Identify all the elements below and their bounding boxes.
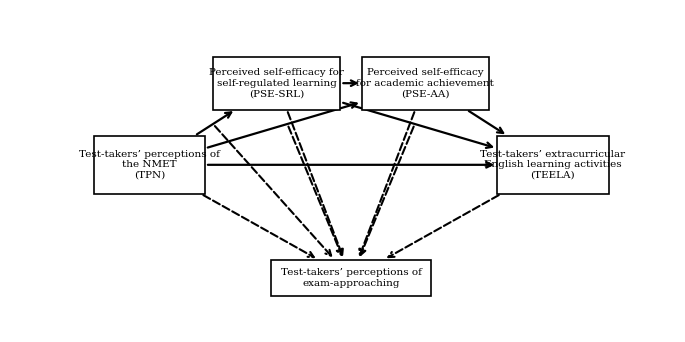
FancyBboxPatch shape: [213, 57, 340, 109]
FancyBboxPatch shape: [362, 57, 489, 109]
Text: Perceived self-efficacy
for academic achievement
(PSE-AA): Perceived self-efficacy for academic ach…: [356, 68, 495, 98]
FancyBboxPatch shape: [497, 136, 608, 194]
FancyBboxPatch shape: [271, 260, 431, 297]
Text: Perceived self-efficacy for
self-regulated learning
(PSE-SRL): Perceived self-efficacy for self-regulat…: [210, 68, 344, 98]
Text: Test-takers’ extracurricular
English learning activities
(TEELA): Test-takers’ extracurricular English lea…: [480, 150, 625, 180]
Text: Test-takers’ perceptions of
the NMET
(TPN): Test-takers’ perceptions of the NMET (TP…: [79, 150, 220, 180]
FancyBboxPatch shape: [94, 136, 205, 194]
Text: Test-takers’ perceptions of
exam-approaching: Test-takers’ perceptions of exam-approac…: [281, 268, 421, 288]
